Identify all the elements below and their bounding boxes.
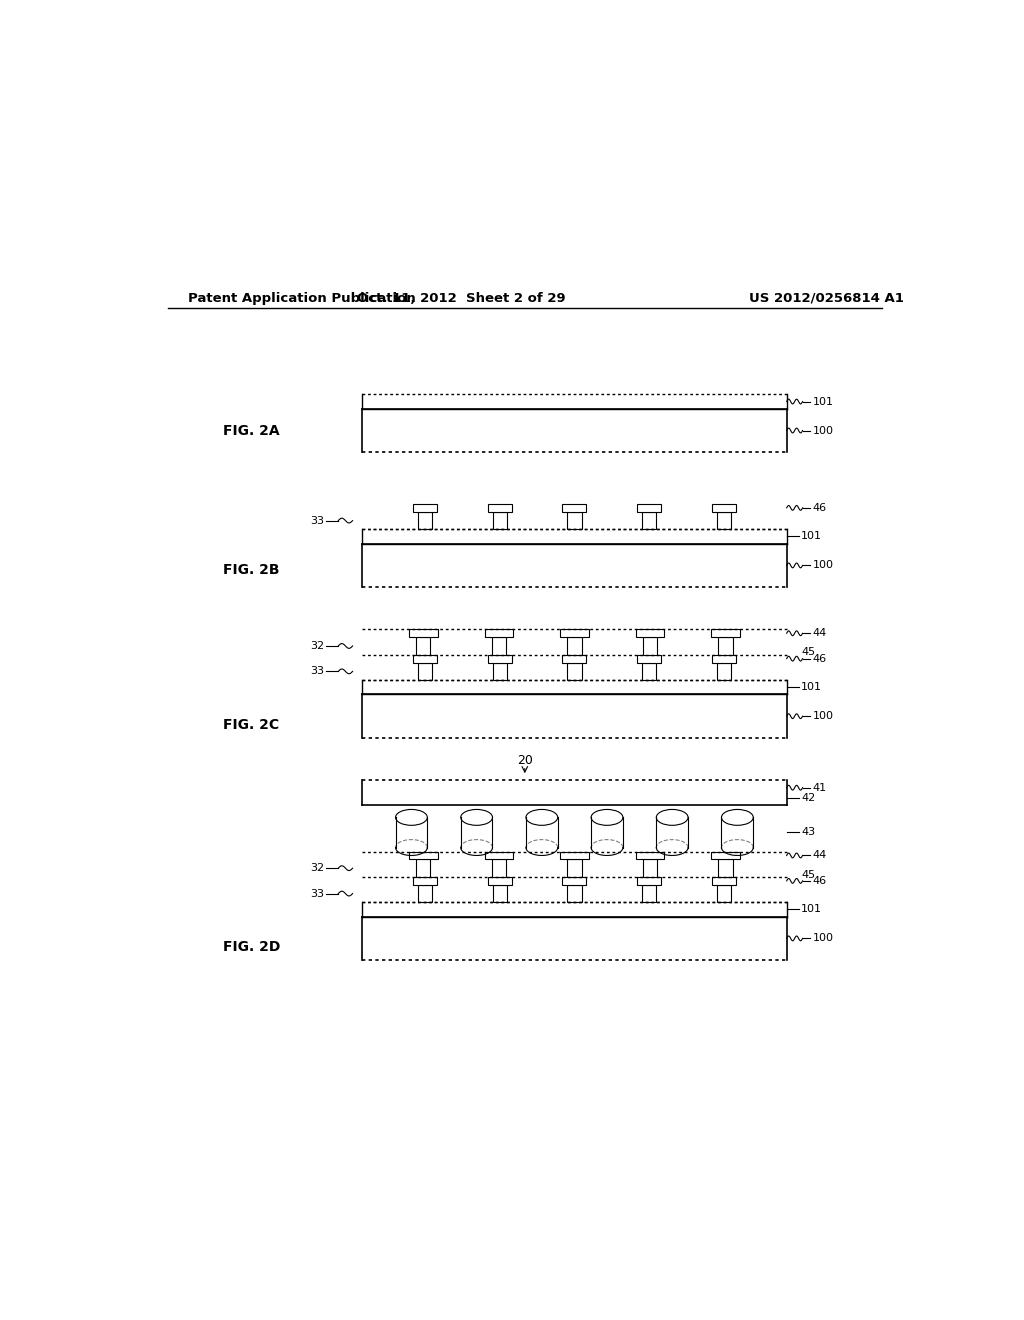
Bar [409, 630, 437, 638]
Text: 101: 101 [801, 904, 822, 915]
Text: Patent Application Publication: Patent Application Publication [187, 292, 416, 305]
Ellipse shape [526, 809, 558, 825]
Text: 100: 100 [813, 711, 834, 721]
Bar [642, 512, 656, 529]
Text: 46: 46 [813, 653, 827, 664]
Ellipse shape [591, 809, 623, 825]
Text: 101: 101 [801, 682, 822, 692]
Text: 33: 33 [310, 516, 324, 525]
Bar [712, 504, 736, 512]
Bar [484, 630, 513, 638]
Text: Oct. 11, 2012  Sheet 2 of 29: Oct. 11, 2012 Sheet 2 of 29 [357, 292, 565, 305]
Ellipse shape [656, 809, 688, 825]
Bar [637, 504, 662, 512]
Bar [712, 876, 736, 884]
Text: 100: 100 [813, 561, 834, 570]
Bar [567, 638, 582, 655]
Text: 20: 20 [517, 754, 532, 767]
Bar [717, 512, 731, 529]
Bar [413, 504, 437, 512]
Text: 45: 45 [801, 647, 815, 657]
Text: 100: 100 [813, 933, 834, 944]
Bar [717, 663, 731, 680]
Bar [636, 851, 665, 859]
Text: 43: 43 [801, 828, 815, 837]
Text: 33: 33 [310, 888, 324, 899]
Bar [413, 655, 437, 663]
Text: 101: 101 [801, 532, 822, 541]
Text: FIG. 2C: FIG. 2C [223, 718, 280, 731]
Text: 44: 44 [813, 850, 827, 861]
Ellipse shape [395, 809, 427, 825]
Bar [637, 876, 662, 884]
Bar [493, 884, 507, 903]
Text: 41: 41 [813, 783, 827, 793]
Text: 101: 101 [813, 396, 834, 407]
Bar [712, 655, 736, 663]
Bar [643, 859, 657, 876]
Text: 100: 100 [813, 425, 834, 436]
Bar [562, 876, 587, 884]
Bar [642, 663, 656, 680]
Bar [409, 851, 437, 859]
Bar [717, 884, 731, 903]
Bar [418, 663, 432, 680]
Bar [418, 884, 432, 903]
Text: 33: 33 [310, 667, 324, 676]
Text: FIG. 2B: FIG. 2B [223, 562, 280, 577]
Bar [493, 512, 507, 529]
Bar [711, 630, 739, 638]
Bar [560, 851, 589, 859]
Bar [642, 884, 656, 903]
Text: 44: 44 [813, 628, 827, 639]
Bar [637, 655, 662, 663]
Bar [416, 638, 430, 655]
Bar [567, 512, 582, 529]
Bar [487, 655, 512, 663]
Text: FIG. 2A: FIG. 2A [223, 424, 280, 437]
Bar [718, 859, 732, 876]
Ellipse shape [461, 809, 493, 825]
Bar [492, 859, 506, 876]
Text: 42: 42 [801, 793, 815, 803]
Bar [718, 638, 732, 655]
Bar [493, 663, 507, 680]
Ellipse shape [722, 809, 754, 825]
Bar [560, 630, 589, 638]
Text: 32: 32 [310, 642, 324, 651]
Bar [492, 638, 506, 655]
Bar [567, 859, 582, 876]
Text: 45: 45 [801, 870, 815, 879]
Bar [418, 512, 432, 529]
Bar [567, 663, 582, 680]
Bar [636, 630, 665, 638]
Bar [484, 851, 513, 859]
Bar [643, 638, 657, 655]
Bar [567, 884, 582, 903]
Text: 46: 46 [813, 876, 827, 886]
Bar [487, 504, 512, 512]
Text: 32: 32 [310, 863, 324, 873]
Bar [487, 876, 512, 884]
Text: US 2012/0256814 A1: US 2012/0256814 A1 [749, 292, 904, 305]
Bar [562, 504, 587, 512]
Bar [711, 851, 739, 859]
Bar [416, 859, 430, 876]
Bar [562, 655, 587, 663]
Text: 46: 46 [813, 503, 827, 513]
Bar [413, 876, 437, 884]
Text: FIG. 2D: FIG. 2D [223, 940, 281, 954]
